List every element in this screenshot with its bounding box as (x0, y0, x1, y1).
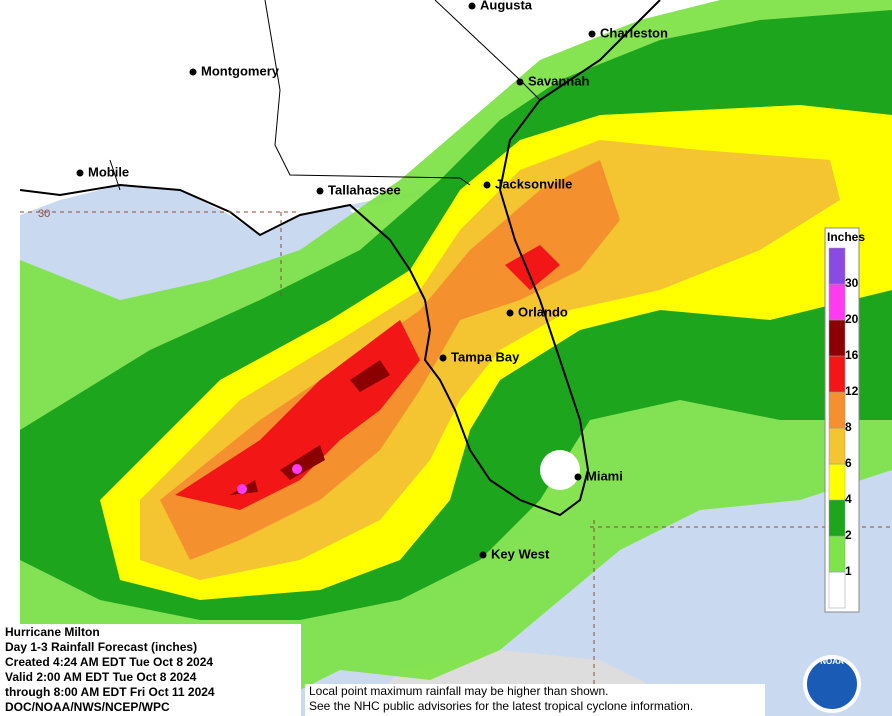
info-line: Day 1-3 Rainfall Forecast (inches) (5, 640, 197, 654)
city-dot (76, 169, 84, 177)
legend-swatch (828, 283, 846, 321)
rain-below-1 (540, 450, 580, 490)
footnote-line: See the NHC public advisories for the la… (309, 699, 693, 713)
info-line: Valid 2:00 AM EDT Tue Oct 8 2024 (5, 670, 197, 684)
city-dot (516, 78, 524, 86)
cities: Augusta Charleston Montgomery Savannah Mobil… (76, 0, 668, 561)
rain-20-30 (237, 484, 247, 494)
city-label: Miami (586, 468, 623, 483)
footnote: Local point maximum rainfall may be high… (309, 684, 693, 713)
city-dot (189, 68, 197, 76)
noaa-logo-inner (807, 659, 857, 709)
city-dot (483, 181, 491, 189)
city-label: Charleston (600, 25, 668, 40)
legend-label: 12 (845, 384, 859, 398)
legend-label: 6 (845, 456, 852, 470)
legend-swatch (828, 499, 846, 537)
info-line: Created 4:24 AM EDT Tue Oct 8 2024 (5, 655, 213, 669)
city-label: Montgomery (201, 63, 280, 78)
city-dot (479, 551, 487, 559)
legend-label: 20 (845, 312, 859, 326)
legend-swatch (828, 355, 846, 393)
legend-label: 16 (845, 348, 859, 362)
city-label: Tallahassee (328, 182, 401, 197)
city-label: Savannah (528, 73, 589, 88)
legend-label: 30 (845, 276, 859, 290)
noaa-logo-text: NOAA (820, 657, 844, 666)
legend-swatch (828, 535, 846, 573)
legend-swatch (828, 463, 846, 501)
footnote-line: Local point maximum rainfall may be high… (309, 684, 608, 698)
legend-swatch (828, 571, 846, 609)
city-label: Jacksonville (495, 176, 572, 191)
city-label: Augusta (480, 0, 533, 12)
rain-16-20 (230, 360, 390, 495)
rain-20-30 (292, 464, 302, 474)
city-label: Mobile (88, 164, 129, 179)
info-line: through 8:00 AM EDT Fri Oct 11 2024 (5, 685, 215, 699)
city-label: Orlando (518, 304, 568, 319)
lat-lon-lines (20, 211, 892, 690)
city-dot (506, 309, 514, 317)
city-label: Tampa Bay (451, 349, 520, 364)
info-line: DOC/NOAA/NWS/NCEP/WPC (5, 700, 170, 714)
legend-swatch (828, 391, 846, 429)
legend-title: Inches (827, 230, 865, 244)
legend-swatch (828, 319, 846, 357)
legend-label: 1 (845, 564, 852, 578)
city-label: Key West (491, 546, 550, 561)
city-dot (588, 30, 596, 38)
city-dot (468, 2, 476, 10)
city-dot (439, 354, 447, 362)
legend-swatch (828, 427, 846, 465)
city-dot (574, 473, 582, 481)
footnote-box (305, 684, 765, 716)
legend-label: 8 (845, 420, 852, 434)
city-dot (316, 187, 324, 195)
latitude-label: 30 (38, 208, 50, 220)
legend-label: 2 (845, 528, 852, 542)
legend-swatch (828, 247, 846, 285)
coastline (19, 0, 661, 517)
info-line: Hurricane Milton (5, 625, 100, 639)
info-box (0, 624, 301, 716)
legend-label: 4 (845, 492, 852, 506)
